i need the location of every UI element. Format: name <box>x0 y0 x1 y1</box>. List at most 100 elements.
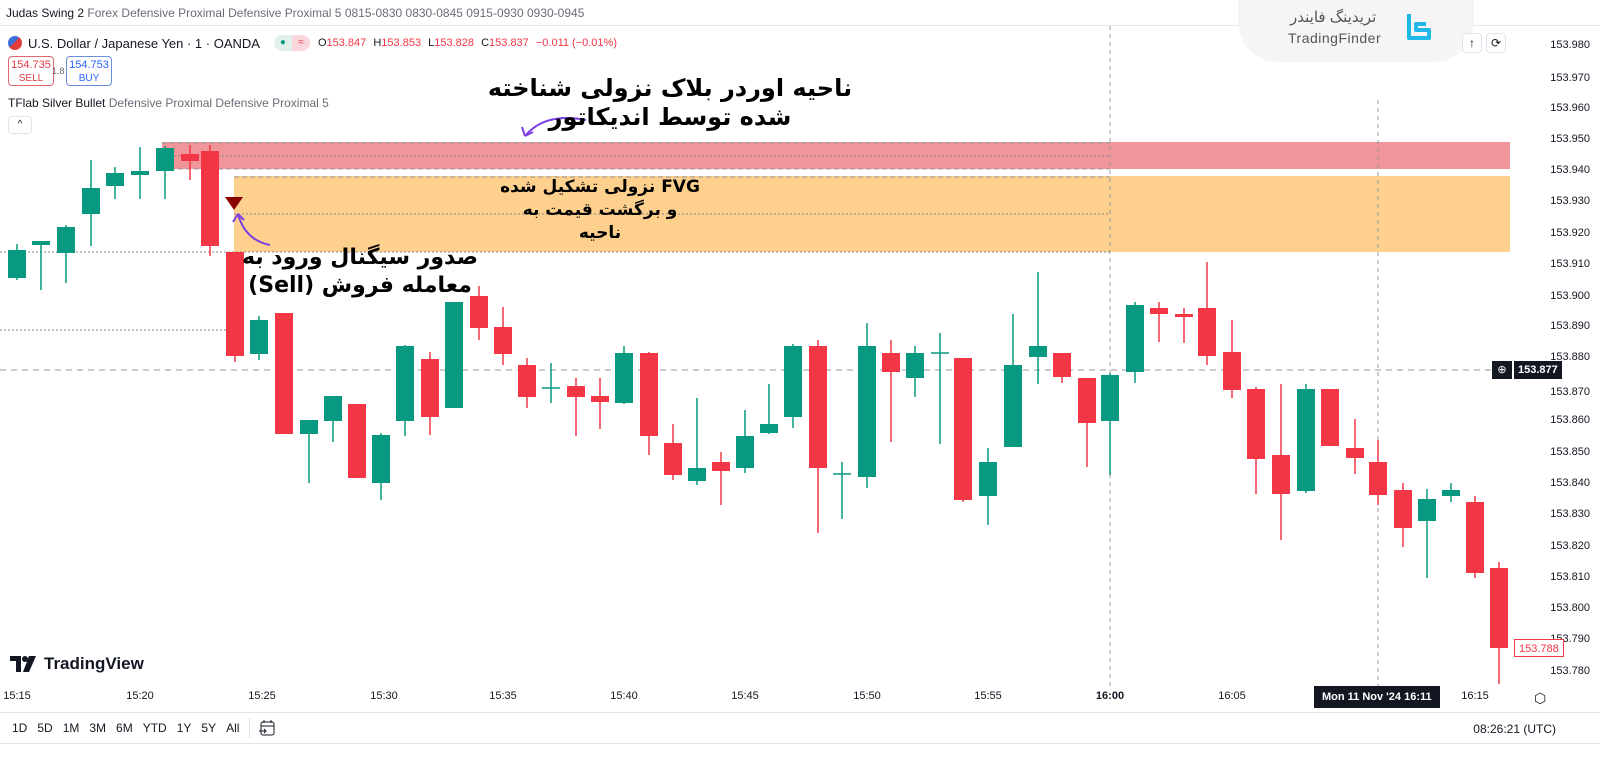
price-label: 153.870 <box>1550 386 1590 398</box>
tradingview-logo[interactable]: TradingView <box>10 654 144 674</box>
range-5y-button[interactable]: 5Y <box>201 721 217 735</box>
tradingfinder-en-text: TradingFinder <box>1288 30 1382 46</box>
price-label: 153.840 <box>1550 477 1590 489</box>
fvg-zone <box>0 176 1510 253</box>
price-label: 153.890 <box>1550 320 1590 332</box>
fvg-annotation: FVG نزولی تشکیل شده و برگشت قیمت به ناحی… <box>500 177 700 243</box>
price-label: 153.820 <box>1550 540 1590 552</box>
price-label: 153.910 <box>1550 258 1590 270</box>
market-open-dot-icon: ● <box>273 35 292 51</box>
open-label: O <box>317 37 327 49</box>
time-label: 15:25 <box>248 690 276 702</box>
high-value: 153.853 <box>381 37 422 49</box>
price-label: 153.830 <box>1550 508 1590 520</box>
symbol-legend: U.S. Dollar / Japanese Yen · 1 · OANDA ●… <box>8 34 621 52</box>
crosshair-date-tag: Mon 11 Nov '24 16:11 <box>1314 686 1440 708</box>
order-block-arrow-icon <box>524 117 587 137</box>
time-axis[interactable]: 15:15 15:20 15:25 15:30 15:35 15:40 15:4… <box>0 686 1600 710</box>
price-label: 153.930 <box>1550 195 1590 207</box>
low-value: 153.828 <box>434 37 475 49</box>
time-label: 15:50 <box>853 690 881 702</box>
price-label: 153.940 <box>1550 164 1590 176</box>
symbol-title[interactable]: U.S. Dollar / Japanese Yen · 1 · OANDA <box>28 35 260 51</box>
indicator2-name: TFlab Silver Bullet <box>8 96 106 110</box>
reset-chart-button[interactable]: ⟳ <box>1486 33 1506 53</box>
tradingfinder-logo-icon <box>1407 14 1431 40</box>
sell-signal-annotation: صدور سیگنال ورود به معامله فروش (Sell) <box>242 245 478 298</box>
range-ytd-button[interactable]: YTD <box>142 721 167 735</box>
divider <box>249 718 251 738</box>
refresh-icon: ⟳ <box>1490 36 1502 50</box>
ohlc-values: O153.847 H153.853 L153.828 C153.837 −0.0… <box>318 37 621 49</box>
range-3m-button[interactable]: 3M <box>89 721 107 735</box>
collapse-legend-button[interactable]: ^ <box>8 116 32 134</box>
usd-jpy-flag-icon <box>8 36 22 50</box>
indicator-params: Forex Defensive Proximal Defensive Proxi… <box>87 6 585 20</box>
time-label: 15:45 <box>731 690 759 702</box>
market-status[interactable]: ● ≈ <box>273 35 310 51</box>
time-label: 16:15 <box>1461 690 1489 702</box>
chevron-up-icon: ^ <box>17 119 23 130</box>
price-label: 153.920 <box>1550 227 1590 239</box>
tradingfinder-banner: تریدینگ فایندر TradingFinder <box>1238 0 1474 62</box>
time-label: 16:00 <box>1095 690 1125 702</box>
tradingview-logo-icon <box>10 656 36 672</box>
price-label: 153.810 <box>1550 571 1590 583</box>
time-label: 15:55 <box>974 690 1002 702</box>
indicator-name[interactable]: Judas Swing 2 <box>6 6 85 20</box>
open-value: 153.847 <box>326 37 367 49</box>
utc-clock[interactable]: 08:26:21 (UTC) <box>1473 722 1556 736</box>
time-label: 15:20 <box>126 690 154 702</box>
price-label: 153.860 <box>1550 414 1590 426</box>
price-label: 153.950 <box>1550 133 1590 145</box>
time-label: 15:30 <box>370 690 398 702</box>
add-alert-plus-icon[interactable]: ⊕ <box>1492 361 1512 379</box>
price-label: 153.800 <box>1550 602 1590 614</box>
price-label: 153.780 <box>1550 665 1590 677</box>
sell-price: 154.735 <box>11 59 51 71</box>
last-price-tag: 153.788 <box>1514 639 1564 657</box>
order-block-zone <box>162 142 1510 170</box>
tradingview-logo-text: TradingView <box>44 654 144 673</box>
close-label: C <box>481 37 490 49</box>
price-label: 153.880 <box>1550 351 1590 363</box>
sell-signal-marker <box>225 197 243 210</box>
time-label: 15:35 <box>489 690 517 702</box>
sell-button[interactable]: 154.735 SELL <box>8 56 54 86</box>
arrow-up-icon: ↑ <box>1469 36 1475 50</box>
indicator2-params: Defensive Proximal Defensive Proximal 5 <box>108 96 329 110</box>
signal-arrow-icon <box>237 213 271 246</box>
low-label: L <box>428 37 435 49</box>
delayed-data-icon: ≈ <box>291 35 310 51</box>
price-label: 153.960 <box>1550 102 1590 114</box>
range-all-button[interactable]: All <box>226 721 240 735</box>
range-1d-button[interactable]: 1D <box>12 721 28 735</box>
chart-settings-icon[interactable]: ⬡ <box>1534 690 1547 706</box>
price-label: 153.980 <box>1550 39 1590 51</box>
candles <box>8 145 1508 684</box>
spread-value: 1.8 <box>52 66 65 76</box>
tradingfinder-fa-text: تریدینگ فایندر <box>1290 9 1377 26</box>
price-label: 153.850 <box>1550 446 1590 458</box>
price-label: 153.970 <box>1550 72 1590 84</box>
change-value: −0.011 (−0.01%) <box>535 37 617 49</box>
time-label: 15:40 <box>610 690 638 702</box>
scroll-to-latest-button[interactable]: ↑ <box>1462 33 1482 53</box>
candlestick-chart[interactable] <box>0 26 1510 686</box>
order-block-annotation: ناحیه اوردر بلاک نزولی شناخته شده توسط ا… <box>487 74 853 131</box>
time-label: 16:05 <box>1218 690 1246 702</box>
indicator-legend[interactable]: TFlab Silver Bullet Defensive Proximal D… <box>8 96 329 110</box>
time-label: 15:15 <box>3 690 31 702</box>
range-1y-button[interactable]: 1Y <box>176 721 192 735</box>
indicator-title-bar: Judas Swing 2 Forex Defensive Proximal D… <box>0 0 1600 26</box>
range-1m-button[interactable]: 1M <box>62 721 80 735</box>
buy-button[interactable]: 154.753 BUY <box>66 56 112 86</box>
buy-price: 154.753 <box>69 59 109 71</box>
price-axis[interactable]: 153.980 153.970 153.960 153.950 153.940 … <box>1510 26 1600 686</box>
buy-label: BUY <box>78 73 100 84</box>
go-to-date-calendar-icon[interactable] <box>258 719 276 737</box>
price-label: 153.900 <box>1550 290 1590 302</box>
range-6m-button[interactable]: 6M <box>116 721 133 735</box>
range-5d-button[interactable]: 5D <box>37 721 53 735</box>
date-range-bar: 1D 5D 1M 3M 6M YTD 1Y 5Y All 08:26:21 (U… <box>0 712 1600 744</box>
